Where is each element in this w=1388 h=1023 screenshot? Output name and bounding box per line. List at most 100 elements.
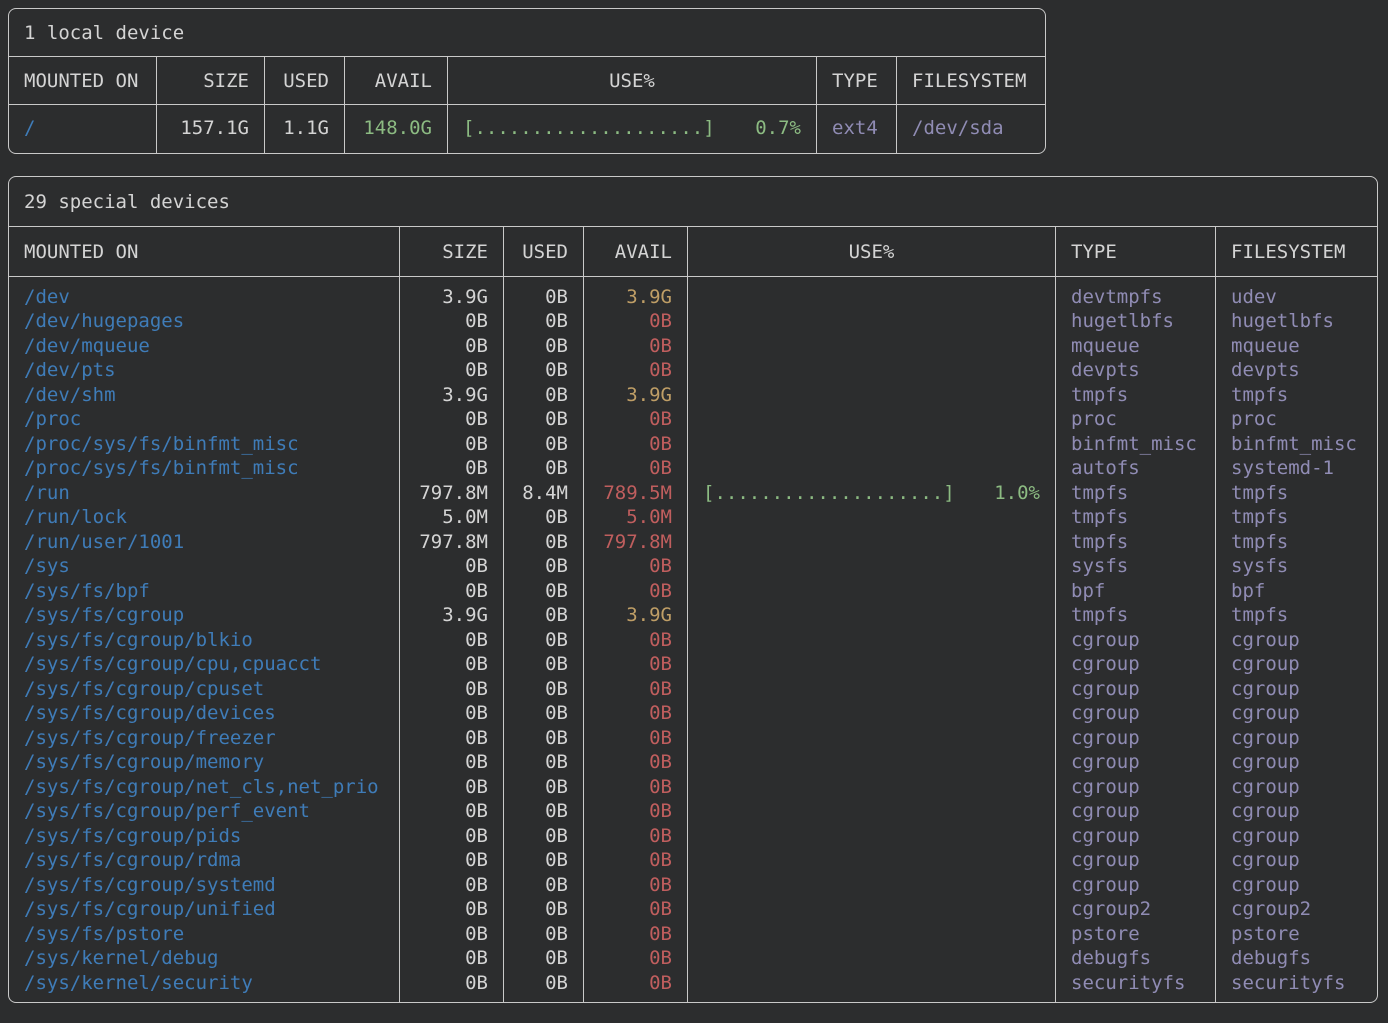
type-cell: devpts — [1071, 359, 1140, 381]
mounted-on-cell: /sys/fs/cgroup/blkio — [24, 628, 253, 651]
use-percent-cell — [688, 432, 1055, 457]
size-cell: 0B — [465, 824, 488, 847]
filesystem-cell: hugetlbfs — [1231, 310, 1334, 332]
mounted-on-cell: /proc — [24, 408, 82, 430]
use-percent-cell — [688, 579, 1055, 604]
special-devices-body: /dev/dev/hugepages/dev/mqueue/dev/pts/de… — [9, 276, 1377, 1003]
local-devices-body: / 157.1G 1.1G 148.0G [....................] 0… — [9, 105, 1045, 153]
filesystem-cell: /dev/sda — [912, 117, 1004, 139]
size-cell: 0B — [465, 726, 488, 749]
size-cell: 157.1G — [180, 117, 249, 139]
local-devices-table: 1 local device MOUNTED ON SIZE USED AVAI… — [8, 8, 1046, 154]
filesystem-cell-column: /dev/sda — [897, 105, 1045, 153]
used-cell: 0B — [545, 310, 568, 332]
usage-bar: [....................] — [703, 481, 955, 504]
size-cell: 0B — [465, 898, 488, 920]
use-percent-cell — [688, 628, 1055, 653]
mounted-on-cell: /sys/kernel/security — [24, 971, 253, 994]
type-cell: devtmpfs — [1071, 285, 1163, 308]
mounted-on-cell: /sys/fs/cgroup/pids — [24, 824, 242, 847]
size-cell: 0B — [465, 873, 488, 896]
used-cell: 0B — [545, 359, 568, 381]
size-cell: 0B — [465, 677, 488, 700]
used-cell: 0B — [545, 555, 568, 577]
use-percent-cell — [688, 407, 1055, 432]
size-cell: 0B — [465, 971, 488, 994]
mounted-on-cell: /dev/pts — [24, 359, 116, 381]
filesystem-cell: cgroup — [1231, 628, 1300, 651]
use-percent-cell — [688, 799, 1055, 824]
avail-cell: 0B — [649, 775, 672, 798]
column-header-size: SIZE — [400, 226, 504, 276]
use-percent-cell — [688, 358, 1055, 383]
mounted-on-cell: /dev/shm — [24, 383, 116, 406]
type-cell: cgroup — [1071, 702, 1140, 724]
use-percent-cell — [688, 652, 1055, 677]
avail-cell-column: 148.0G — [345, 105, 448, 153]
type-cell: hugetlbfs — [1071, 310, 1174, 332]
size-cell: 0B — [465, 922, 488, 945]
type-cell: cgroup — [1071, 800, 1140, 822]
use-percent-cell — [688, 775, 1055, 800]
size-cell: 0B — [465, 359, 488, 381]
type-cell: cgroup — [1071, 677, 1140, 700]
type-cell: cgroup — [1071, 824, 1140, 847]
size-cell: 797.8M — [419, 481, 488, 504]
special-devices-title: 29 special devices — [9, 177, 1377, 227]
type-cell: cgroup — [1071, 849, 1140, 871]
type-cell: bpf — [1071, 579, 1106, 602]
avail-cell: 0B — [649, 334, 672, 357]
avail-cell: 0B — [649, 677, 672, 700]
type-cell: sysfs — [1071, 555, 1129, 577]
mounted-on-cell: /sys/fs/cgroup/devices — [24, 702, 276, 724]
mounted-on-cell: / — [24, 117, 36, 139]
mounted-on-cell: /run/lock — [24, 506, 127, 528]
type-cell: cgroup — [1071, 726, 1140, 749]
mounted-on-cell: /dev — [24, 285, 70, 308]
use-percent-cell — [688, 897, 1055, 922]
filesystem-cell: cgroup — [1231, 726, 1300, 749]
use-percent-cell: [....................] 0.7% — [448, 116, 816, 141]
avail-cell-column: 3.9G 0B 0B 0B 3.9G 0B 0B 0B 789.5M 5.0M 797.8M 0B 0B… — [584, 276, 688, 1002]
filesystem-cell: cgroup — [1231, 653, 1300, 675]
type-cell: cgroup2 — [1071, 898, 1152, 920]
filesystem-cell: sysfs — [1231, 555, 1289, 577]
mounted-on-cell: /sys/fs/cgroup/rdma — [24, 849, 242, 871]
filesystem-cell: tmpfs — [1231, 506, 1289, 528]
avail-cell: 0B — [649, 555, 672, 577]
avail-cell: 0B — [649, 726, 672, 749]
used-cell: 0B — [545, 922, 568, 945]
filesystem-cell: cgroup — [1231, 775, 1300, 798]
type-cell-column: devtmpfs hugetlbfs mqueue devpts tmpfs proc bi… — [1056, 276, 1216, 1002]
used-cell: 1.1G — [283, 117, 329, 139]
mounted-on-cell: /sys/fs/cgroup/perf_event — [24, 800, 310, 822]
column-header-used: USED — [265, 57, 345, 104]
type-cell: cgroup — [1071, 653, 1140, 675]
avail-cell: 0B — [649, 849, 672, 871]
use-percent-cell — [688, 334, 1055, 359]
use-percent-cell-column: [....................] 0.7% — [448, 105, 817, 153]
size-cell: 0B — [465, 457, 488, 479]
filesystem-cell-column: udev hugetlbfs mqueue devpts tmpfs proc binfmt… — [1216, 277, 1377, 1003]
used-cell: 0B — [545, 285, 568, 308]
used-cell: 0B — [545, 971, 568, 994]
mounted-on-cell: /sys/fs/cgroup/freezer — [24, 726, 276, 749]
avail-cell: 0B — [649, 971, 672, 994]
filesystem-cell: cgroup — [1231, 800, 1300, 822]
size-cell: 0B — [465, 432, 488, 455]
column-header-avail: AVAIL — [584, 226, 688, 276]
column-header-filesystem: FILESYSTEM — [912, 70, 1027, 92]
avail-cell: 0B — [649, 653, 672, 675]
filesystem-cell: udev — [1231, 285, 1277, 308]
use-percent-cell — [688, 285, 1055, 310]
used-cell: 0B — [545, 383, 568, 406]
avail-cell: 148.0G — [363, 117, 432, 139]
mounted-on-cell: /dev/hugepages — [24, 310, 185, 332]
size-cell: 0B — [465, 408, 488, 430]
type-cell-column: ext4 — [817, 105, 897, 153]
used-cell: 0B — [545, 334, 568, 357]
type-cell: cgroup — [1071, 873, 1140, 896]
used-cell: 0B — [545, 775, 568, 798]
filesystem-cell: cgroup — [1231, 824, 1300, 847]
use-percent-cell — [688, 726, 1055, 751]
